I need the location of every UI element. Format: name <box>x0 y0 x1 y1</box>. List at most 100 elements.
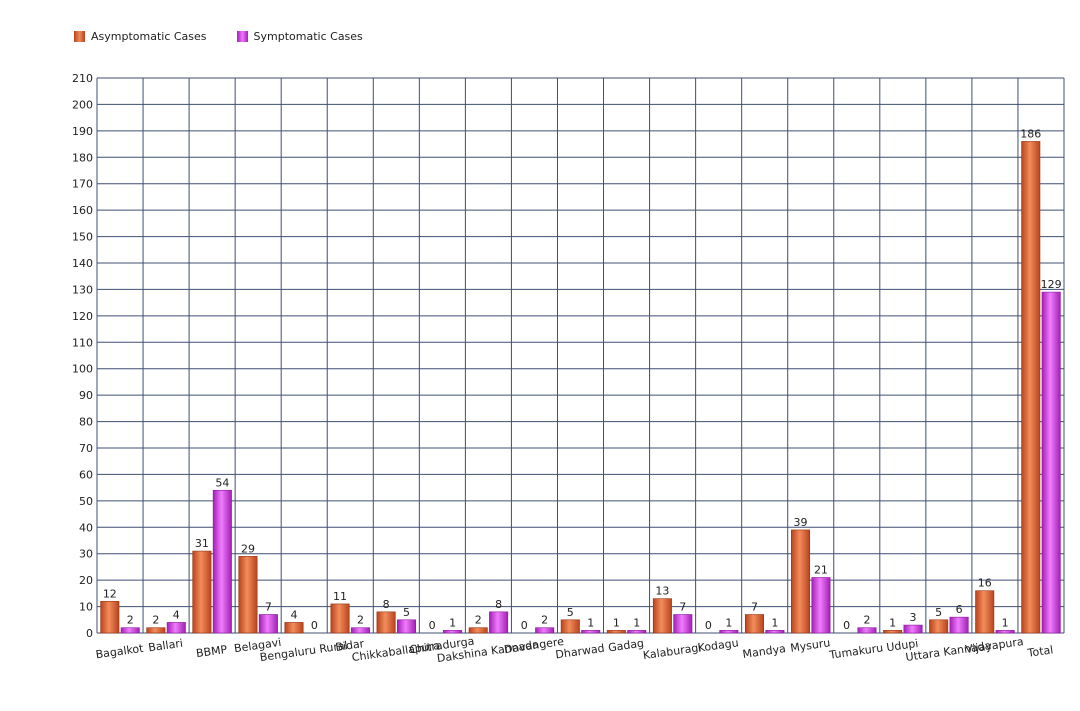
legend-swatch-asymptomatic <box>74 31 85 42</box>
value-label-symptomatic: 5 <box>403 606 410 619</box>
x-category-label: Ballari <box>147 637 183 655</box>
value-label-asymptomatic: 5 <box>567 606 574 619</box>
value-label-asymptomatic: 0 <box>843 619 850 632</box>
bar-symptomatic <box>811 577 831 634</box>
value-label-symptomatic: 1 <box>771 616 778 629</box>
bar-symptomatic <box>581 630 601 634</box>
y-tick-label: 0 <box>86 627 93 640</box>
value-label-symptomatic: 2 <box>863 614 870 627</box>
y-tick-label: 30 <box>79 548 93 561</box>
value-label-symptomatic: 129 <box>1041 278 1062 291</box>
bar-asymptomatic <box>1021 141 1041 634</box>
y-tick-label: 190 <box>72 125 93 138</box>
y-tick-label: 210 <box>72 72 93 85</box>
bar-asymptomatic <box>468 627 488 634</box>
value-label-asymptomatic: 0 <box>521 619 528 632</box>
y-tick-label: 70 <box>79 442 93 455</box>
bar-symptomatic <box>535 627 555 634</box>
bar-asymptomatic <box>238 556 258 634</box>
y-tick-label: 150 <box>72 231 93 244</box>
bar-symptomatic <box>397 619 417 634</box>
legend-swatch-symptomatic <box>236 31 248 42</box>
value-label-asymptomatic: 7 <box>751 601 758 614</box>
y-axis-ticks: 0 10 20 30 40 50 60 70 80 90 100 110 120 130 140 150 160… <box>72 72 93 640</box>
value-label-asymptomatic: 2 <box>152 614 159 627</box>
y-tick-label: 120 <box>72 310 93 323</box>
bar-symptomatic <box>719 630 739 634</box>
value-label-symptomatic: 7 <box>265 601 272 614</box>
x-category-label: BBMP <box>195 643 228 660</box>
bar-asymptomatic <box>606 630 626 634</box>
value-label-symptomatic: 4 <box>173 608 180 621</box>
bar-symptomatic <box>673 614 693 634</box>
bar-symptomatic <box>120 627 140 634</box>
bar-symptomatic <box>258 614 278 634</box>
y-tick-label: 20 <box>79 574 93 587</box>
bar-asymptomatic <box>100 600 120 634</box>
x-category-label: Gadag <box>607 637 644 655</box>
value-label-asymptomatic: 39 <box>794 516 808 529</box>
y-tick-label: 160 <box>72 204 93 217</box>
value-label-asymptomatic: 0 <box>705 619 712 632</box>
y-tick-label: 100 <box>72 363 93 376</box>
value-label-asymptomatic: 8 <box>383 598 390 611</box>
bar-asymptomatic <box>330 603 350 634</box>
bar-asymptomatic <box>376 611 396 634</box>
bar-asymptomatic <box>284 622 304 634</box>
value-label-asymptomatic: 31 <box>195 537 209 550</box>
legend-item-asymptomatic: Asymptomatic Cases <box>74 30 207 43</box>
bar-asymptomatic <box>560 619 580 634</box>
y-tick-label: 140 <box>72 257 93 270</box>
bar-asymptomatic <box>192 550 212 634</box>
bar-symptomatic <box>857 627 877 634</box>
bar-symptomatic <box>1041 291 1061 634</box>
bar-asymptomatic <box>929 619 949 634</box>
value-label-symptomatic: 3 <box>910 611 917 624</box>
value-label-symptomatic: 6 <box>956 603 963 616</box>
value-label-symptomatic: 21 <box>814 564 828 577</box>
bar-symptomatic <box>350 627 370 634</box>
bar-symptomatic <box>443 630 463 634</box>
bar-asymptomatic <box>652 598 672 634</box>
value-label-asymptomatic: 11 <box>333 590 347 603</box>
bar-symptomatic <box>627 630 647 634</box>
bar-symptomatic <box>212 489 232 634</box>
y-tick-label: 110 <box>72 336 93 349</box>
y-tick-label: 90 <box>79 389 93 402</box>
value-label-asymptomatic: 2 <box>475 614 482 627</box>
bar-symptomatic <box>765 630 785 634</box>
bar-asymptomatic <box>791 529 811 634</box>
value-label-asymptomatic: 12 <box>103 587 117 600</box>
value-label-symptomatic: 54 <box>215 476 229 489</box>
legend-label-symptomatic: Symptomatic Cases <box>253 30 363 43</box>
value-label-symptomatic: 8 <box>495 598 502 611</box>
y-tick-label: 170 <box>72 178 93 191</box>
x-category-label: Tumakuru <box>828 641 884 662</box>
bar-asymptomatic <box>744 614 764 634</box>
bar-asymptomatic <box>146 627 166 634</box>
value-label-symptomatic: 0 <box>311 619 318 632</box>
legend-label-asymptomatic: Asymptomatic Cases <box>91 30 207 43</box>
value-label-symptomatic: 1 <box>633 616 640 629</box>
x-category-label: Total <box>1026 643 1054 660</box>
x-category-label: Bidar <box>335 637 366 654</box>
x-category-label: Bagalkot <box>95 642 145 662</box>
bars <box>100 141 1061 634</box>
value-label-asymptomatic: 13 <box>655 585 669 598</box>
bar-asymptomatic <box>975 590 995 634</box>
value-label-symptomatic: 1 <box>1002 616 1009 629</box>
x-category-label: Kodagu <box>697 636 739 655</box>
x-category-label: Udupi <box>886 637 920 654</box>
bar-symptomatic <box>903 624 923 634</box>
bar-asymptomatic <box>883 630 903 634</box>
value-label-symptomatic: 2 <box>357 614 364 627</box>
bar-symptomatic <box>995 630 1015 634</box>
legend-item-symptomatic: Symptomatic Cases <box>236 30 363 43</box>
bar-symptomatic <box>489 611 509 634</box>
value-label-asymptomatic: 29 <box>241 542 255 555</box>
value-label-asymptomatic: 16 <box>978 577 992 590</box>
legend: Asymptomatic Cases Symptomatic Cases <box>74 30 363 43</box>
y-tick-label: 40 <box>79 521 93 534</box>
